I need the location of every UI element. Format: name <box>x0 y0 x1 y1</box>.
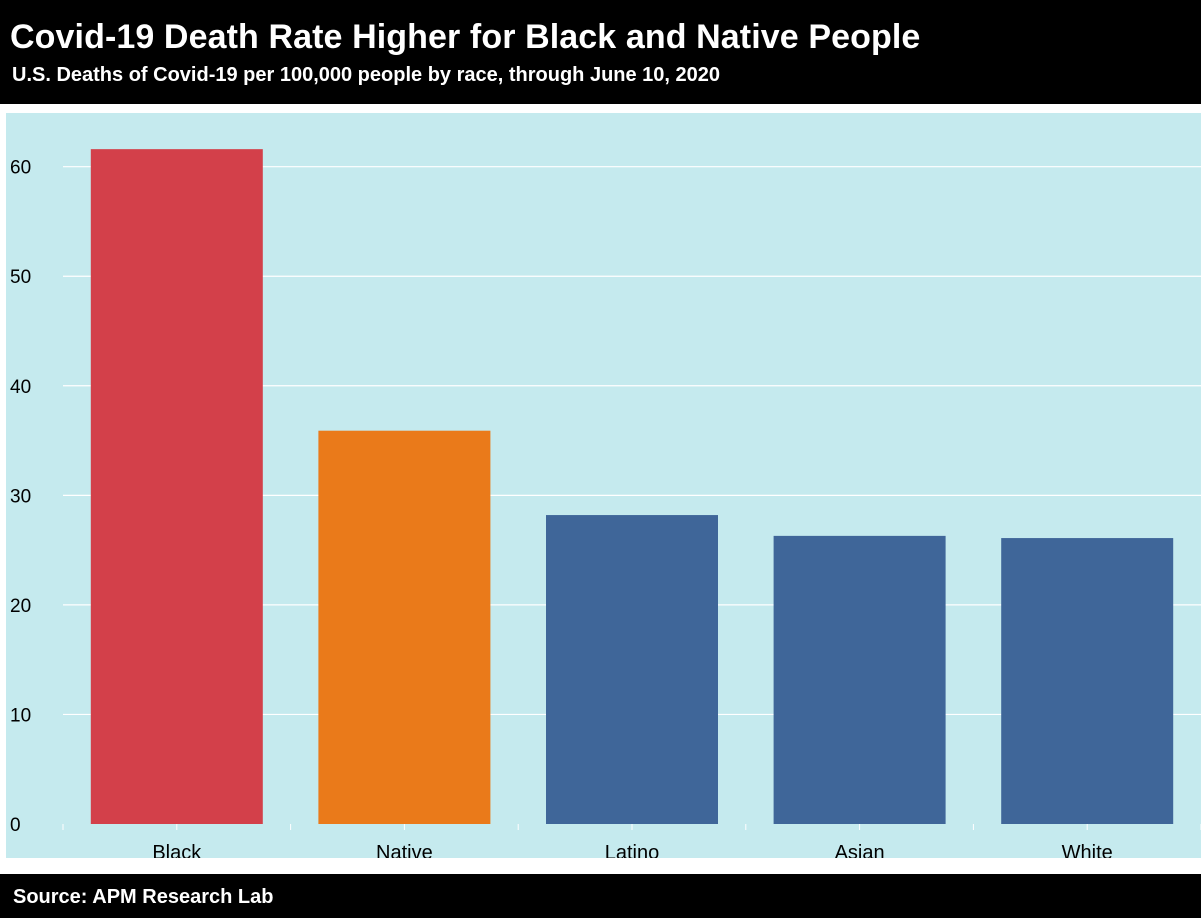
bar-native <box>318 430 491 824</box>
source-note: Source: APM Research Lab <box>13 886 274 908</box>
bar-white <box>1001 538 1174 824</box>
chart-footer: Source: APM Research Lab <box>0 874 1201 918</box>
x-tick-label: Black <box>152 842 202 858</box>
y-tick-label: 20 <box>10 596 31 617</box>
axes: 0 10 20 30 40 50 60 Black Native Latino Asian White <box>10 158 1201 858</box>
y-tick-label: 0 <box>10 815 21 836</box>
x-tick-label: White <box>1062 842 1113 858</box>
x-tick-label: Latino <box>605 842 660 858</box>
bar-latino <box>546 515 718 824</box>
y-tick-label: 50 <box>10 267 31 288</box>
bar-chart: 0 10 20 30 40 50 60 Black Native Latino Asian White <box>10 149 1201 858</box>
chart-header: Covid-19 Death Rate Higher for Black and… <box>0 0 1201 104</box>
bar-asian <box>773 535 946 824</box>
y-tick-label: 40 <box>10 377 31 398</box>
y-tick-label: 60 <box>10 158 31 179</box>
chart-title: Covid-19 Death Rate Higher for Black and… <box>10 18 921 56</box>
y-tick-label: 10 <box>10 705 31 726</box>
chart-subtitle: U.S. Deaths of Covid-19 per 100,000 peop… <box>12 64 721 86</box>
x-tick-label: Native <box>376 842 433 858</box>
x-tick-label: Asian <box>835 842 885 858</box>
y-tick-label: 30 <box>10 486 31 507</box>
bar-black <box>90 149 263 825</box>
bars <box>90 149 1174 825</box>
